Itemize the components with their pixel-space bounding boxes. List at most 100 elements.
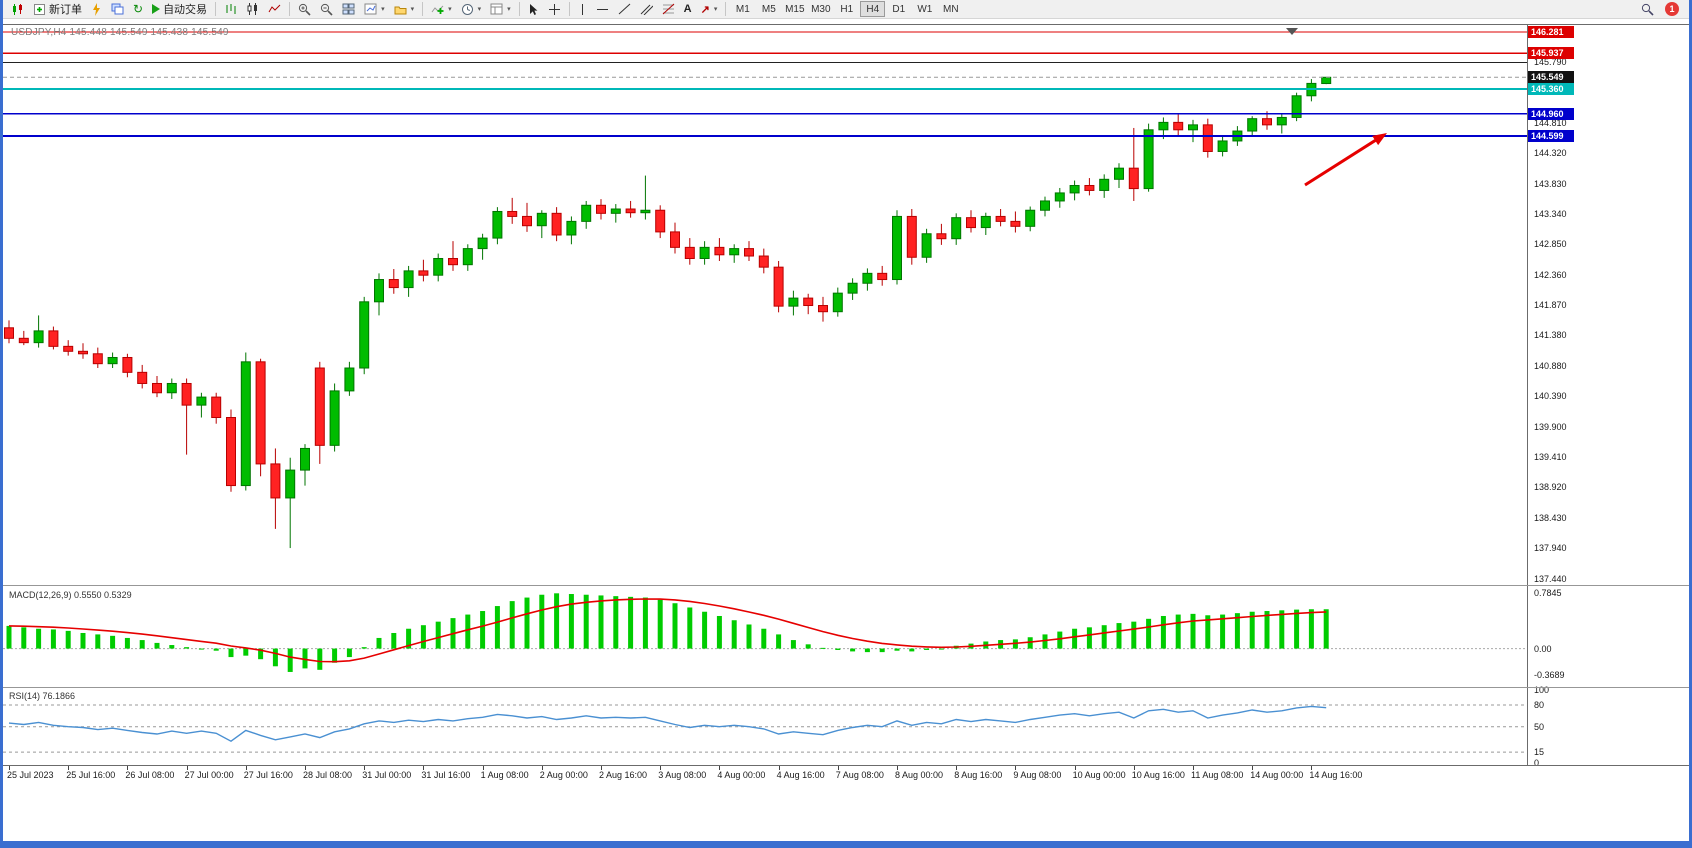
axis-label: 141.870 — [1534, 299, 1567, 310]
timeframe-w1[interactable]: W1 — [912, 1, 937, 17]
price-tag: 144.599 — [1528, 130, 1574, 143]
axis-label: 50 — [1534, 721, 1545, 732]
timeframe-m30[interactable]: M30 — [808, 1, 833, 17]
notification-badge[interactable]: 1 — [1665, 2, 1679, 16]
arrow-ne-icon: ↗ — [700, 3, 710, 16]
time-label: 9 Aug 08:00 — [1013, 770, 1062, 780]
time-tick — [1015, 766, 1017, 770]
indicators-button[interactable]: ▾ — [427, 1, 456, 17]
macd-pane-splitter[interactable] — [3, 585, 1689, 586]
dropdown-caret-icon: ▾ — [477, 6, 482, 13]
axis-label: 15 — [1534, 747, 1545, 758]
timeframe-m5[interactable]: M5 — [756, 1, 781, 17]
horizontal-line-button[interactable] — [592, 1, 613, 17]
search-button[interactable] — [1637, 1, 1658, 17]
timeframe-h1[interactable]: H1 — [834, 1, 859, 17]
time-tick — [364, 766, 366, 770]
templates-button[interactable]: ▾ — [486, 1, 515, 17]
search-icon — [1641, 3, 1654, 16]
time-label: 27 Jul 16:00 — [243, 770, 293, 780]
new-chart-button[interactable]: ▾ — [360, 1, 389, 17]
axis-label: 143.340 — [1534, 208, 1567, 219]
price-tag: 145.549 — [1528, 71, 1574, 84]
time-tick — [9, 766, 10, 770]
time-tick — [1252, 766, 1254, 770]
axis-label: 140.880 — [1534, 361, 1567, 372]
line-chart-button[interactable] — [264, 1, 285, 17]
new-order-icon — [34, 3, 45, 15]
trendline-icon — [618, 3, 630, 15]
axis-label: 142.850 — [1534, 239, 1567, 250]
horizontal-lines — [3, 31, 1527, 137]
timeframe-h4[interactable]: H4 — [860, 1, 886, 17]
experts-button[interactable] — [87, 1, 106, 17]
time-label: 26 Jul 08:00 — [125, 770, 175, 780]
axis-label: 0 — [1534, 758, 1540, 768]
trend-arrow-head — [1372, 133, 1387, 146]
axis-label: 144.320 — [1534, 148, 1567, 159]
timeframe-d1[interactable]: D1 — [886, 1, 911, 17]
cursor-button[interactable] — [524, 1, 543, 17]
vertical-line-icon — [581, 3, 583, 15]
arrows-tool-button[interactable]: ↗ ▾ — [697, 1, 722, 17]
chart-window-button[interactable] — [7, 1, 28, 17]
timeframe-m1[interactable]: M1 — [730, 1, 755, 17]
profiles-button[interactable]: ▾ — [390, 1, 419, 17]
auto-trading-button[interactable]: 自动交易 — [148, 1, 211, 17]
macd-label: MACD(12,26,9) 0.5550 0.5329 — [9, 590, 132, 600]
time-label: 31 Jul 16:00 — [421, 770, 471, 780]
rsi-pane-splitter[interactable] — [3, 687, 1689, 688]
toolbar: 新订单 ↻ 自动交易 ▾ ▾ ▾ ▾ ▾ A ↗ ▾ M1 M5 M15 M30 — [3, 0, 1689, 19]
toolbar-separator — [215, 2, 217, 16]
zoom-out-button[interactable] — [316, 1, 337, 17]
dropdown-caret-icon: ▾ — [410, 6, 415, 13]
time-label: 14 Aug 16:00 — [1309, 770, 1363, 780]
new-order-label: 新订单 — [49, 4, 82, 16]
axis-label: 141.380 — [1534, 330, 1567, 341]
zoom-in-button[interactable] — [294, 1, 315, 17]
zoom-in-icon — [298, 3, 311, 16]
trendline-button[interactable] — [614, 1, 635, 17]
fibonacci-button[interactable] — [658, 1, 679, 17]
time-label: 8 Aug 00:00 — [895, 770, 944, 780]
macd-pane[interactable] — [3, 588, 1527, 684]
axis-label: 137.940 — [1534, 543, 1567, 554]
candlestick-chart-button[interactable] — [242, 1, 263, 17]
channel-button[interactable] — [636, 1, 657, 17]
rsi-pane[interactable] — [3, 689, 1527, 763]
axis-label: 138.920 — [1534, 482, 1567, 493]
time-label: 27 Jul 00:00 — [184, 770, 234, 780]
timeframe-mn[interactable]: MN — [938, 1, 963, 17]
bar-chart-button[interactable] — [220, 1, 241, 17]
chart-shift-marker[interactable] — [1286, 28, 1298, 35]
new-order-button[interactable]: 新订单 — [29, 1, 86, 17]
time-axis[interactable]: 25 Jul 2023 25 Jul 16:00 26 Jul 08:00 27 Ju… — [3, 766, 1527, 783]
time-tick — [245, 766, 247, 770]
price-axis[interactable]: 145.790 144.810 144.320 143.830 143.340 142.8… — [1527, 25, 1690, 768]
time-tick — [897, 766, 898, 770]
time-label: 11 Aug 08:00 — [1191, 770, 1244, 780]
time-tick — [541, 766, 543, 770]
time-label: 14 Aug 00:00 — [1250, 770, 1304, 780]
vertical-line-button[interactable] — [574, 1, 591, 17]
axis-label: 138.430 — [1534, 512, 1567, 523]
rsi-label: RSI(14) 76.1866 — [9, 691, 76, 701]
profiles-windows-button[interactable] — [107, 1, 128, 17]
time-label: 25 Jul 2023 — [7, 770, 54, 780]
folder-icon — [394, 6, 407, 14]
tile-windows-button[interactable] — [338, 1, 359, 17]
refresh-button[interactable]: ↻ — [129, 1, 147, 17]
time-label: 2 Aug 16:00 — [599, 770, 648, 780]
crosshair-icon — [548, 3, 560, 15]
periods-button[interactable]: ▾ — [457, 1, 486, 17]
trend-arrow[interactable] — [1304, 136, 1381, 187]
main-chart-canvas[interactable] — [3, 25, 1527, 584]
timeframe-m15[interactable]: M15 — [782, 1, 807, 17]
text-tool-button[interactable]: A — [680, 1, 696, 17]
time-label: 10 Aug 00:00 — [1072, 770, 1126, 780]
crosshair-button[interactable] — [544, 1, 565, 17]
cursor-icon — [529, 3, 538, 15]
toolbar-separator — [422, 2, 424, 16]
time-label: 2 Aug 00:00 — [539, 770, 588, 780]
